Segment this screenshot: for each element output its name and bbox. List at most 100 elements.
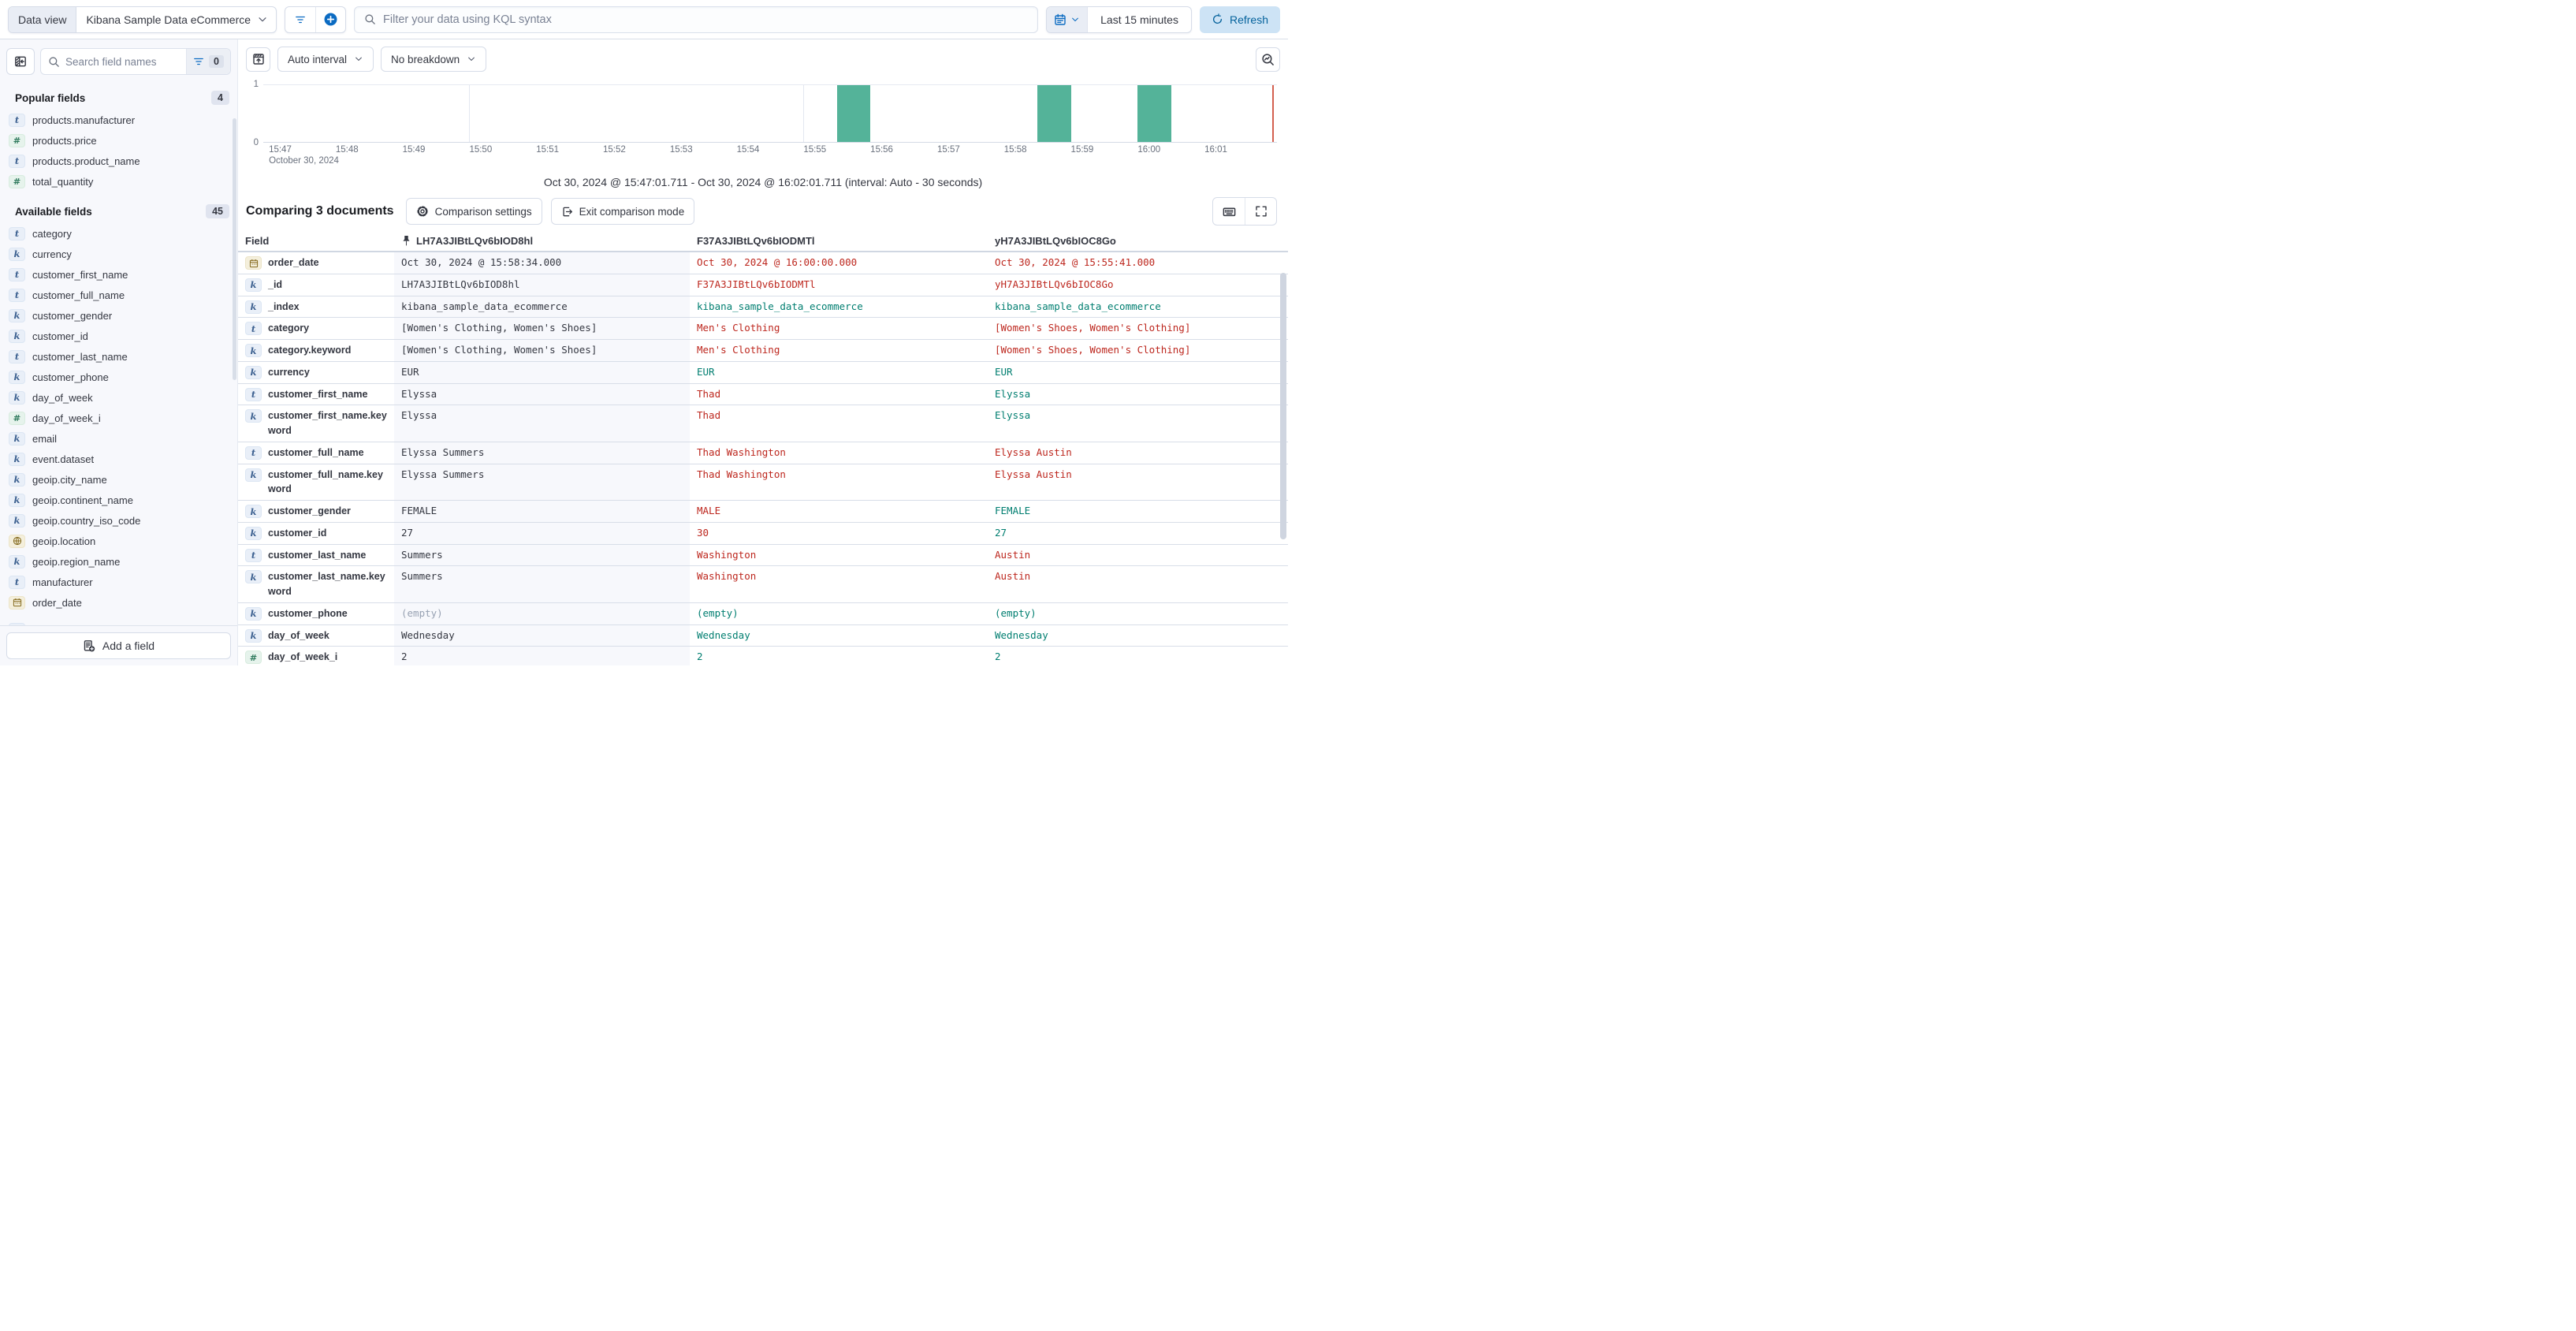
table-row[interactable]: t customer_last_name Summers Washington … bbox=[238, 544, 1288, 567]
field-list-item[interactable]: t category bbox=[0, 223, 237, 244]
explore-in-lens-button[interactable] bbox=[1256, 47, 1280, 72]
kql-search-input[interactable] bbox=[383, 13, 1029, 26]
field-list-item[interactable]: k geoip.country_iso_code bbox=[0, 510, 237, 531]
table-row[interactable]: k customer_last_name.keyword Summers Was… bbox=[238, 566, 1288, 603]
field-cell: k customer_id bbox=[238, 523, 394, 544]
field-filters-button[interactable]: 0 bbox=[186, 49, 230, 74]
field-list-item[interactable]: k day_of_week bbox=[0, 387, 237, 408]
field-type-icon: k bbox=[9, 431, 25, 446]
doc-value: Washington bbox=[697, 548, 757, 561]
exit-comparison-button[interactable]: Exit comparison mode bbox=[550, 198, 695, 225]
saved-query-filter-button[interactable] bbox=[285, 7, 315, 32]
comparison-settings-button[interactable]: Comparison settings bbox=[405, 198, 542, 225]
filter-icon bbox=[295, 14, 306, 25]
field-list-item[interactable]: k geoip.continent_name bbox=[0, 490, 237, 510]
field-name: manufacturer bbox=[32, 576, 93, 588]
table-row[interactable]: k category.keyword [Women's Clothing, Wo… bbox=[238, 340, 1288, 362]
table-row[interactable]: t customer_first_name Elyssa Thad Elyssa bbox=[238, 383, 1288, 406]
field-search-input[interactable] bbox=[65, 55, 186, 68]
table-row[interactable]: k customer_phone (empty) (empty) (empty) bbox=[238, 602, 1288, 625]
field-list-item[interactable]: k customer_phone bbox=[0, 367, 237, 387]
field-list-item[interactable]: t products.manufacturer bbox=[0, 110, 237, 130]
breakdown-select[interactable]: No breakdown bbox=[381, 47, 487, 72]
field-list-item[interactable]: k event.dataset bbox=[0, 449, 237, 469]
field-list-item[interactable]: k geoip.city_name bbox=[0, 469, 237, 490]
x-axis-tick: 15:49 bbox=[402, 145, 426, 155]
doc-column-header[interactable]: LH7A3JIBtLQv6bIOD8hl bbox=[394, 235, 690, 247]
field-search[interactable]: 0 bbox=[40, 48, 231, 75]
x-axis-tick: 16:01 bbox=[1204, 145, 1227, 155]
histogram-bar[interactable] bbox=[836, 85, 871, 142]
time-range-button[interactable]: Last 15 minutes bbox=[1088, 13, 1191, 26]
table-row[interactable]: k customer_gender FEMALE MALE FEMALE bbox=[238, 501, 1288, 523]
field-list-item[interactable]: k currency bbox=[0, 244, 237, 264]
field-section-header[interactable]: Available fields 45 bbox=[0, 198, 237, 223]
doc-value: kibana_sample_data_ecommerce bbox=[697, 300, 863, 312]
table-row[interactable]: k _id LH7A3JIBtLQv6bIOD8hl F37A3JIBtLQv6… bbox=[238, 274, 1288, 296]
y-axis-tick: 1 bbox=[253, 80, 259, 89]
field-list-item[interactable]: # total_quantity bbox=[0, 171, 237, 192]
table-row[interactable]: order_date Oct 30, 2024 @ 15:58:34.000 O… bbox=[238, 252, 1288, 274]
field-list-item[interactable]: # day_of_week_i bbox=[0, 408, 237, 428]
exit-comparison-label: Exit comparison mode bbox=[579, 205, 685, 218]
field-list-item[interactable]: t customer_last_name bbox=[0, 346, 237, 367]
interval-select-label: Auto interval bbox=[288, 53, 348, 65]
field-list-item[interactable]: t customer_full_name bbox=[0, 285, 237, 305]
table-row[interactable]: k customer_full_name.keyword Elyssa Summ… bbox=[238, 464, 1288, 501]
refresh-button[interactable]: Refresh bbox=[1199, 6, 1280, 33]
doc-column-header[interactable]: yH7A3JIBtLQv6bIOC8Go bbox=[988, 235, 1288, 247]
doc-value: Elyssa bbox=[995, 409, 1031, 422]
field-name: customer_id bbox=[32, 330, 88, 342]
x-axis-tick: 15:54 bbox=[736, 145, 760, 155]
field-list-item[interactable]: k geoip.region_name bbox=[0, 551, 237, 572]
field-name: products.price bbox=[32, 134, 97, 147]
doc-column-header[interactable]: F37A3JIBtLQv6bIODMTl bbox=[690, 235, 988, 247]
histogram-bar[interactable] bbox=[1037, 85, 1071, 142]
keyboard-shortcuts-button[interactable] bbox=[1213, 198, 1245, 225]
interval-select[interactable]: Auto interval bbox=[277, 47, 374, 72]
sidebar-scrollbar[interactable] bbox=[233, 118, 236, 380]
field-type-icon: k bbox=[9, 329, 25, 343]
add-filter-button[interactable] bbox=[315, 6, 345, 32]
discover-main-panel: Auto interval No breakdown 1 0 15:47 15:4… bbox=[238, 39, 1288, 666]
kql-search-bar[interactable] bbox=[354, 6, 1039, 33]
histogram-chart: 1 0 15:47 15:48 15:49 15:50 15:51 15:52 15:53 1… bbox=[254, 80, 1277, 174]
table-row[interactable]: k customer_first_name.keyword Elyssa Tha… bbox=[238, 405, 1288, 442]
field-list-item[interactable]: k customer_id bbox=[0, 326, 237, 346]
collapse-sidebar-button[interactable] bbox=[6, 48, 35, 75]
field-list-item[interactable]: t customer_first_name bbox=[0, 264, 237, 285]
field-list-item[interactable]: k customer_gender bbox=[0, 305, 237, 326]
lens-magnifier-icon bbox=[1261, 53, 1275, 66]
chevron-down-icon bbox=[257, 14, 276, 25]
table-row[interactable]: t category [Women's Clothing, Women's Sh… bbox=[238, 318, 1288, 340]
field-name: customer_gender bbox=[32, 309, 113, 322]
date-quick-select-button[interactable] bbox=[1047, 6, 1089, 32]
field-list-item[interactable]: geoip.location bbox=[0, 531, 237, 551]
table-row[interactable]: # day_of_week_i 2 2 2 bbox=[238, 647, 1288, 666]
field-section-header[interactable]: Popular fields 4 bbox=[0, 84, 237, 110]
doc-value: Oct 30, 2024 @ 15:55:41.000 bbox=[995, 256, 1156, 268]
field-list-item[interactable]: t products.product_name bbox=[0, 151, 237, 171]
field-name: products.manufacturer bbox=[32, 114, 136, 126]
table-scrollbar[interactable] bbox=[1279, 273, 1287, 662]
base-doc-value: Summers bbox=[394, 566, 690, 602]
table-row[interactable]: k currency EUR EUR EUR bbox=[238, 361, 1288, 384]
table-row[interactable]: k _index kibana_sample_data_ecommerce ki… bbox=[238, 296, 1288, 319]
table-row[interactable]: k customer_id 27 30 27 bbox=[238, 522, 1288, 545]
base-doc-value: EUR bbox=[394, 361, 690, 383]
histogram-plot[interactable] bbox=[263, 84, 1277, 143]
hide-histogram-button[interactable] bbox=[246, 47, 270, 72]
field-list-item[interactable]: # products.price bbox=[0, 130, 237, 151]
calendar-icon bbox=[1054, 13, 1067, 26]
table-row[interactable]: t customer_full_name Elyssa Summers Thad… bbox=[238, 442, 1288, 464]
collapse-chart-icon bbox=[252, 53, 265, 65]
fullscreen-button[interactable] bbox=[1245, 198, 1276, 225]
field-list-item[interactable]: k email bbox=[0, 428, 237, 449]
field-list-item[interactable]: order_date bbox=[0, 592, 237, 613]
field-name: geoip.country_iso_code bbox=[32, 514, 141, 527]
data-view-picker[interactable]: Data view Kibana Sample Data eCommerce bbox=[8, 6, 277, 33]
field-list-item[interactable]: t manufacturer bbox=[0, 572, 237, 592]
histogram-bar[interactable] bbox=[1137, 85, 1171, 142]
table-row[interactable]: k day_of_week Wednesday Wednesday Wednes… bbox=[238, 624, 1288, 647]
add-field-button[interactable]: Add a field bbox=[6, 632, 231, 659]
